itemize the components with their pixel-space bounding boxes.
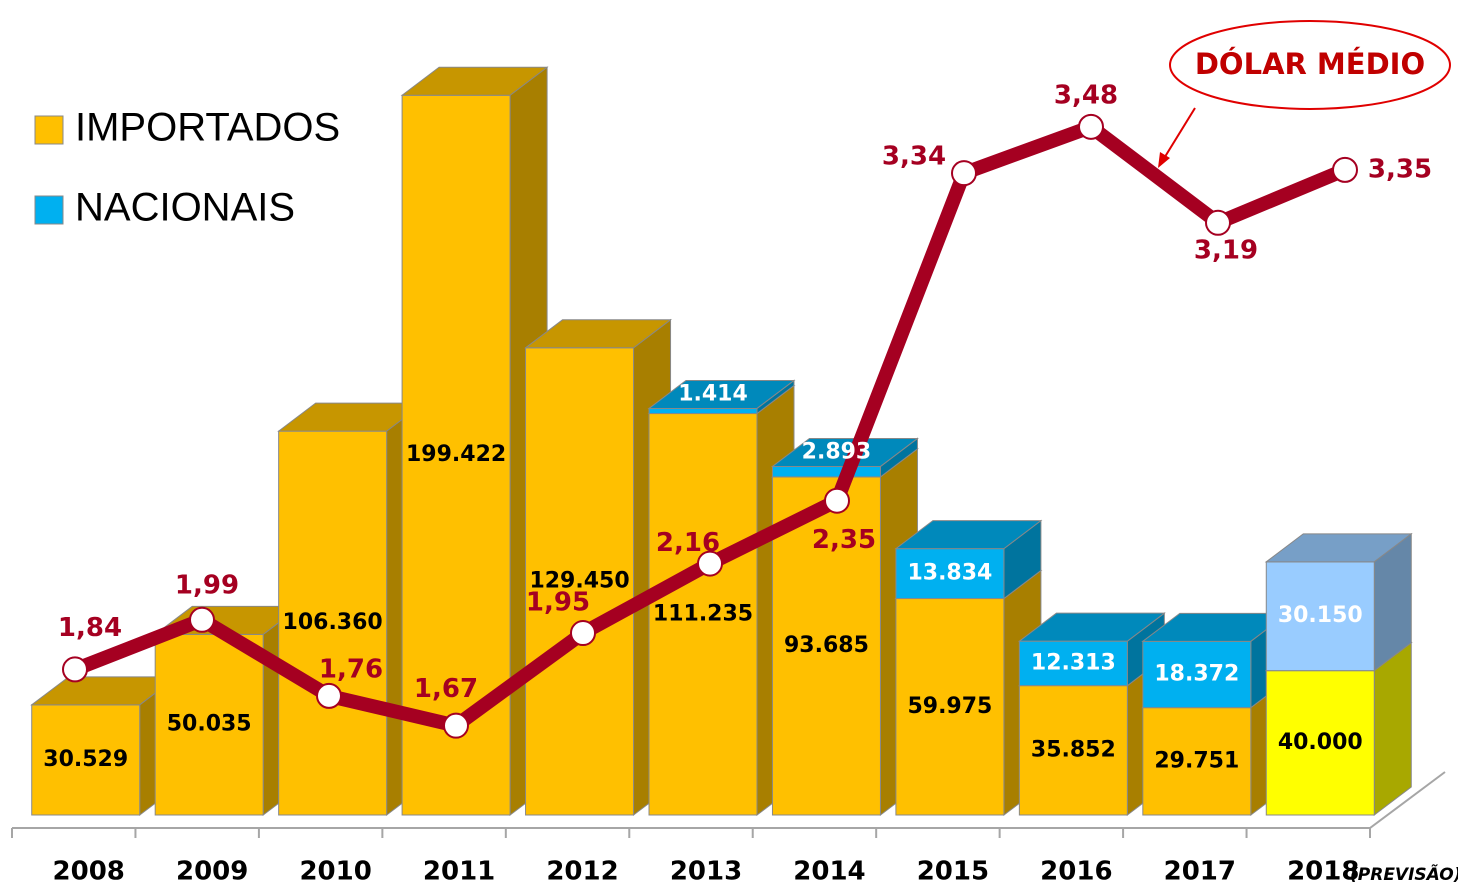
- line-marker: [189, 606, 215, 633]
- line-marker: [824, 487, 850, 514]
- line-label: 3,19: [1194, 235, 1258, 265]
- data-label: 1.414: [678, 381, 748, 406]
- legend-label: NACIONAIS: [75, 186, 295, 230]
- bar: [895, 598, 1005, 816]
- line-marker: [1205, 209, 1231, 236]
- x-tick-label: 2018: [1287, 857, 1359, 887]
- data-label: 30.529: [43, 747, 128, 772]
- bar: [1265, 670, 1375, 816]
- data-label: 199.422: [406, 442, 506, 467]
- x-tick-label: 2017: [1164, 857, 1236, 887]
- line-label: 1,99: [175, 570, 239, 600]
- line-layer: [62, 113, 1358, 739]
- line-label: 1,76: [319, 654, 383, 684]
- x-tick-label: 2012: [546, 857, 618, 887]
- line-label: 3,48: [1054, 80, 1118, 110]
- bar: [771, 476, 881, 816]
- bar: [648, 413, 758, 816]
- callout-arrowhead: [1158, 152, 1170, 168]
- line-marker: [951, 160, 977, 187]
- x-tick-label: 2009: [176, 857, 248, 887]
- line-label: 1,95: [526, 588, 590, 618]
- data-label: 93.685: [784, 633, 869, 658]
- bar: [1018, 640, 1128, 687]
- bar: [525, 347, 635, 816]
- data-label: 40.000: [1278, 730, 1363, 755]
- data-label: 50.035: [167, 712, 252, 737]
- bars: [30, 66, 1413, 817]
- data-label: 129.450: [529, 568, 629, 593]
- floor: [11, 771, 1446, 838]
- data-label: 12.313: [1031, 650, 1116, 675]
- bar: [895, 548, 1005, 600]
- legend-label: IMPORTADOS: [75, 106, 340, 150]
- x-tick-label: 2011: [423, 857, 495, 887]
- data-label: 106.360: [283, 610, 383, 635]
- data-label: 13.834: [907, 561, 992, 586]
- bar: [31, 704, 141, 816]
- bar: [1018, 685, 1128, 816]
- line-marker: [1332, 156, 1358, 183]
- line-marker: [697, 550, 723, 577]
- line-label: 1,84: [58, 613, 122, 643]
- bar: [771, 465, 881, 478]
- line-marker: [316, 682, 342, 709]
- legend-swatch: [34, 115, 64, 145]
- callout-arrow: [1162, 107, 1196, 161]
- x-tick-label: 2016: [1040, 857, 1112, 887]
- labels: 30.529 50.035 106.360 199.422 129.450 111.235…: [43, 80, 1432, 773]
- bar-top: [894, 520, 1043, 550]
- bar-top: [1017, 612, 1166, 642]
- bar-top: [647, 379, 796, 409]
- x-tick-label: 2013: [670, 857, 742, 887]
- line-marker: [1078, 113, 1104, 140]
- line-label: 1,67: [414, 674, 478, 704]
- line-label: 3,34: [882, 142, 946, 172]
- data-label: 29.751: [1154, 748, 1239, 773]
- x-tick-label: 2008: [53, 857, 125, 887]
- data-label: 18.372: [1154, 661, 1239, 686]
- line-label: 3,35: [1368, 154, 1432, 184]
- bar: [154, 633, 264, 816]
- data-label: 35.852: [1031, 737, 1116, 762]
- line-label: 2,16: [656, 528, 720, 558]
- data-label: 2.893: [802, 439, 872, 464]
- bar-top: [400, 66, 549, 96]
- callout-text: DÓLAR MÉDIO: [1195, 47, 1425, 81]
- data-label: 30.150: [1278, 603, 1363, 628]
- legend-swatch: [34, 195, 64, 225]
- x-tick-label: 2014: [793, 857, 865, 887]
- data-label: 59.975: [907, 694, 992, 719]
- data-label: 111.235: [653, 601, 753, 626]
- x-tick-label: 2010: [299, 857, 371, 887]
- line-marker: [570, 620, 596, 647]
- line-marker: [443, 712, 469, 739]
- x-tick-label: 2015: [917, 857, 989, 887]
- bar: [1265, 561, 1375, 672]
- bar-top: [524, 319, 673, 349]
- category-note: (PREVISÃO): [1350, 862, 1458, 885]
- bar-side: [1373, 641, 1412, 817]
- bar-top: [1264, 533, 1413, 563]
- callout-ellipse: [1169, 20, 1451, 110]
- line-marker: [62, 656, 88, 683]
- line-label: 2,35: [812, 525, 876, 555]
- bar: [648, 407, 758, 415]
